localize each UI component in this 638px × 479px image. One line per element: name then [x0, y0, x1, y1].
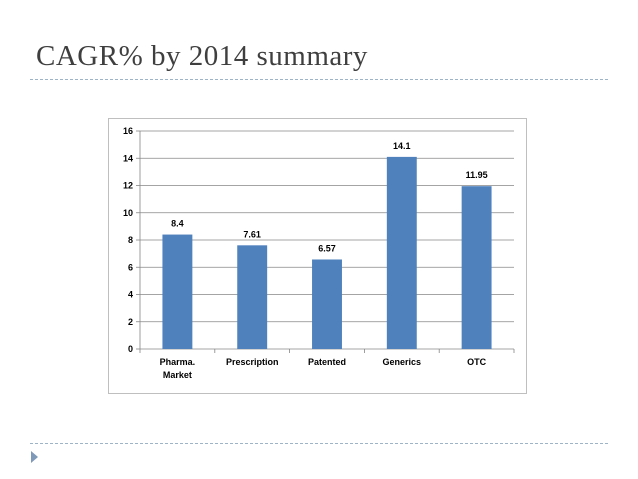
y-tick-label: 10 — [123, 208, 133, 218]
x-tick-label: Pharma. Market — [160, 357, 196, 380]
x-tick-label: OTC — [467, 357, 486, 367]
bar — [237, 245, 268, 349]
bullet-arrow-icon — [31, 451, 38, 463]
y-tick-label: 8 — [128, 235, 133, 245]
bar — [162, 234, 193, 349]
footer-divider — [30, 443, 608, 444]
x-tick-label: Generics — [383, 357, 422, 367]
x-tick-label: Patented — [308, 357, 346, 367]
bar-chart: 0 2 4 6 8 10 12 14 16 8.4 Pharma. Market 7.61 Prescri… — [108, 118, 527, 394]
data-label: 14.1 — [393, 141, 411, 151]
bar — [461, 186, 492, 349]
data-label: 6.57 — [318, 243, 336, 253]
data-label: 7.61 — [243, 229, 261, 239]
y-tick-label: 4 — [128, 290, 133, 300]
slide-title: CAGR% by 2014 summary — [36, 40, 368, 72]
y-tick-label: 2 — [128, 317, 133, 327]
bar — [386, 156, 417, 349]
chart-canvas: 0 2 4 6 8 10 12 14 16 8.4 Pharma. Market 7.61 Prescri… — [123, 126, 515, 380]
data-label: 8.4 — [171, 219, 184, 229]
y-tick-label: 6 — [128, 262, 133, 272]
bar — [312, 259, 342, 349]
x-tick-label: Prescription — [226, 357, 279, 367]
data-label: 11.95 — [466, 170, 488, 180]
y-tick-label: 0 — [128, 344, 133, 354]
title-divider — [30, 79, 608, 80]
y-tick-label: 14 — [123, 153, 133, 163]
y-tick-label: 16 — [123, 126, 133, 136]
y-tick-label: 12 — [123, 181, 133, 191]
